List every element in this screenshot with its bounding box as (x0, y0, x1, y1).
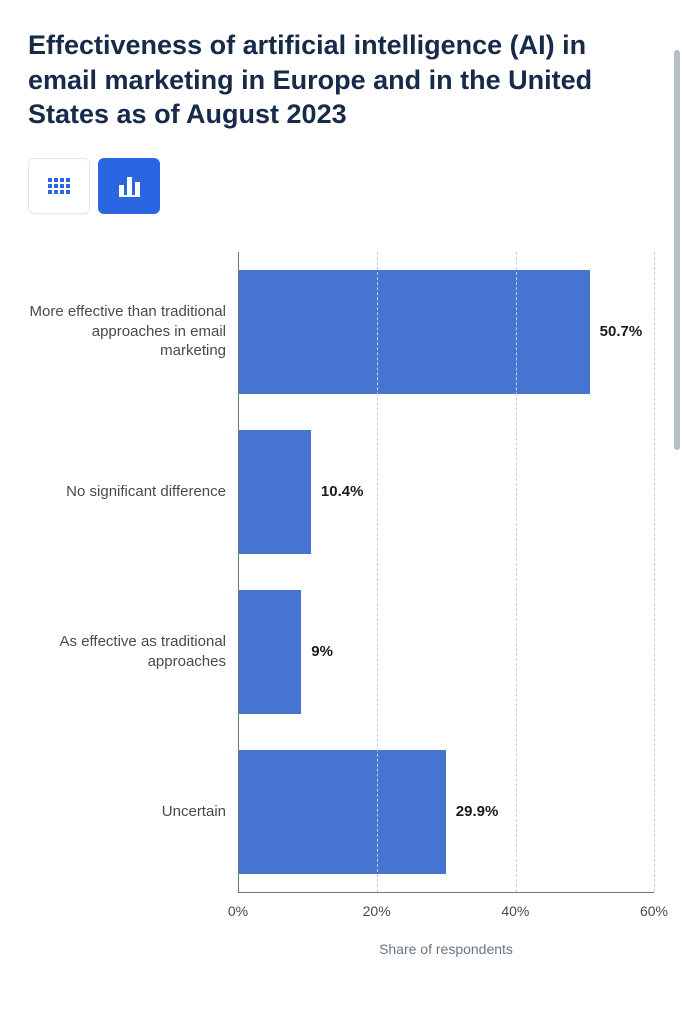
x-axis: 0%20%40%60% (238, 903, 654, 923)
bar-row: 29.9% (239, 732, 654, 892)
value-label: 10.4% (321, 483, 364, 500)
plot-area: 50.7% 10.4% 9% 29.9% (238, 252, 654, 893)
gridline (654, 252, 655, 892)
bar-row: 9% (239, 572, 654, 732)
bar-row: 10.4% (239, 412, 654, 572)
value-label: 50.7% (600, 323, 643, 340)
x-tick-label: 0% (228, 903, 248, 919)
chart-body: More effective than traditional approach… (28, 252, 654, 893)
grid-icon (48, 178, 70, 194)
x-tick-label: 20% (363, 903, 391, 919)
category-label: As effective as traditional approaches (28, 572, 238, 732)
bar-chart-icon (119, 175, 140, 197)
x-tick-label: 40% (501, 903, 529, 919)
x-axis-title: Share of respondents (238, 941, 654, 957)
bar (239, 750, 446, 874)
value-label: 29.9% (456, 803, 499, 820)
bar (239, 270, 590, 394)
chart-container: Effectiveness of artificial intelligence… (0, 0, 682, 977)
category-label: More effective than traditional approach… (28, 252, 238, 412)
chart-view-button[interactable] (98, 158, 160, 214)
category-label: No significant difference (28, 412, 238, 572)
bar-row: 50.7% (239, 252, 654, 412)
category-label: Uncertain (28, 732, 238, 892)
chart-area: More effective than traditional approach… (28, 252, 654, 957)
value-label: 9% (311, 643, 333, 660)
chart-title: Effectiveness of artificial intelligence… (28, 28, 654, 132)
view-toggle-group (28, 158, 654, 214)
y-axis-labels: More effective than traditional approach… (28, 252, 238, 893)
gridline (377, 252, 378, 892)
x-tick-label: 60% (640, 903, 668, 919)
gridline (516, 252, 517, 892)
bar (239, 590, 301, 714)
table-view-button[interactable] (28, 158, 90, 214)
scrollbar[interactable] (674, 50, 680, 450)
bar (239, 430, 311, 554)
